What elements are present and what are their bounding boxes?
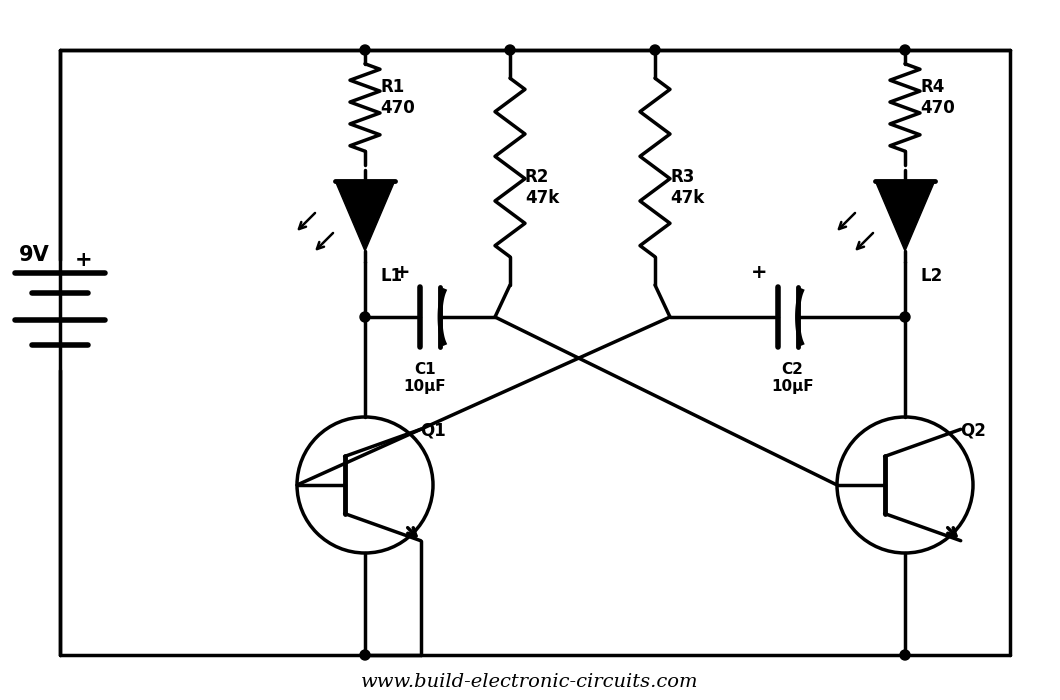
- Text: +: +: [752, 263, 767, 282]
- Circle shape: [650, 45, 660, 55]
- Circle shape: [360, 312, 370, 322]
- Text: www.build-electronic-circuits.com: www.build-electronic-circuits.com: [361, 673, 699, 691]
- Polygon shape: [335, 181, 394, 251]
- Text: C1
10μF: C1 10μF: [404, 362, 446, 394]
- Circle shape: [360, 650, 370, 660]
- Text: R4
470: R4 470: [920, 78, 955, 117]
- Text: +: +: [75, 250, 92, 270]
- Circle shape: [360, 45, 370, 55]
- Circle shape: [900, 45, 909, 55]
- Text: C2
10μF: C2 10μF: [772, 362, 814, 394]
- Circle shape: [900, 650, 909, 660]
- Text: L2: L2: [920, 267, 942, 285]
- Text: L1: L1: [379, 267, 402, 285]
- Text: Q2: Q2: [960, 421, 986, 439]
- Polygon shape: [876, 181, 935, 251]
- Text: Q1: Q1: [420, 421, 446, 439]
- Text: R3
47k: R3 47k: [670, 168, 704, 207]
- Circle shape: [900, 312, 909, 322]
- Text: R1
470: R1 470: [379, 78, 414, 117]
- Text: 9V: 9V: [19, 245, 50, 265]
- Circle shape: [505, 45, 515, 55]
- Text: R2
47k: R2 47k: [525, 168, 560, 207]
- Text: +: +: [393, 263, 410, 282]
